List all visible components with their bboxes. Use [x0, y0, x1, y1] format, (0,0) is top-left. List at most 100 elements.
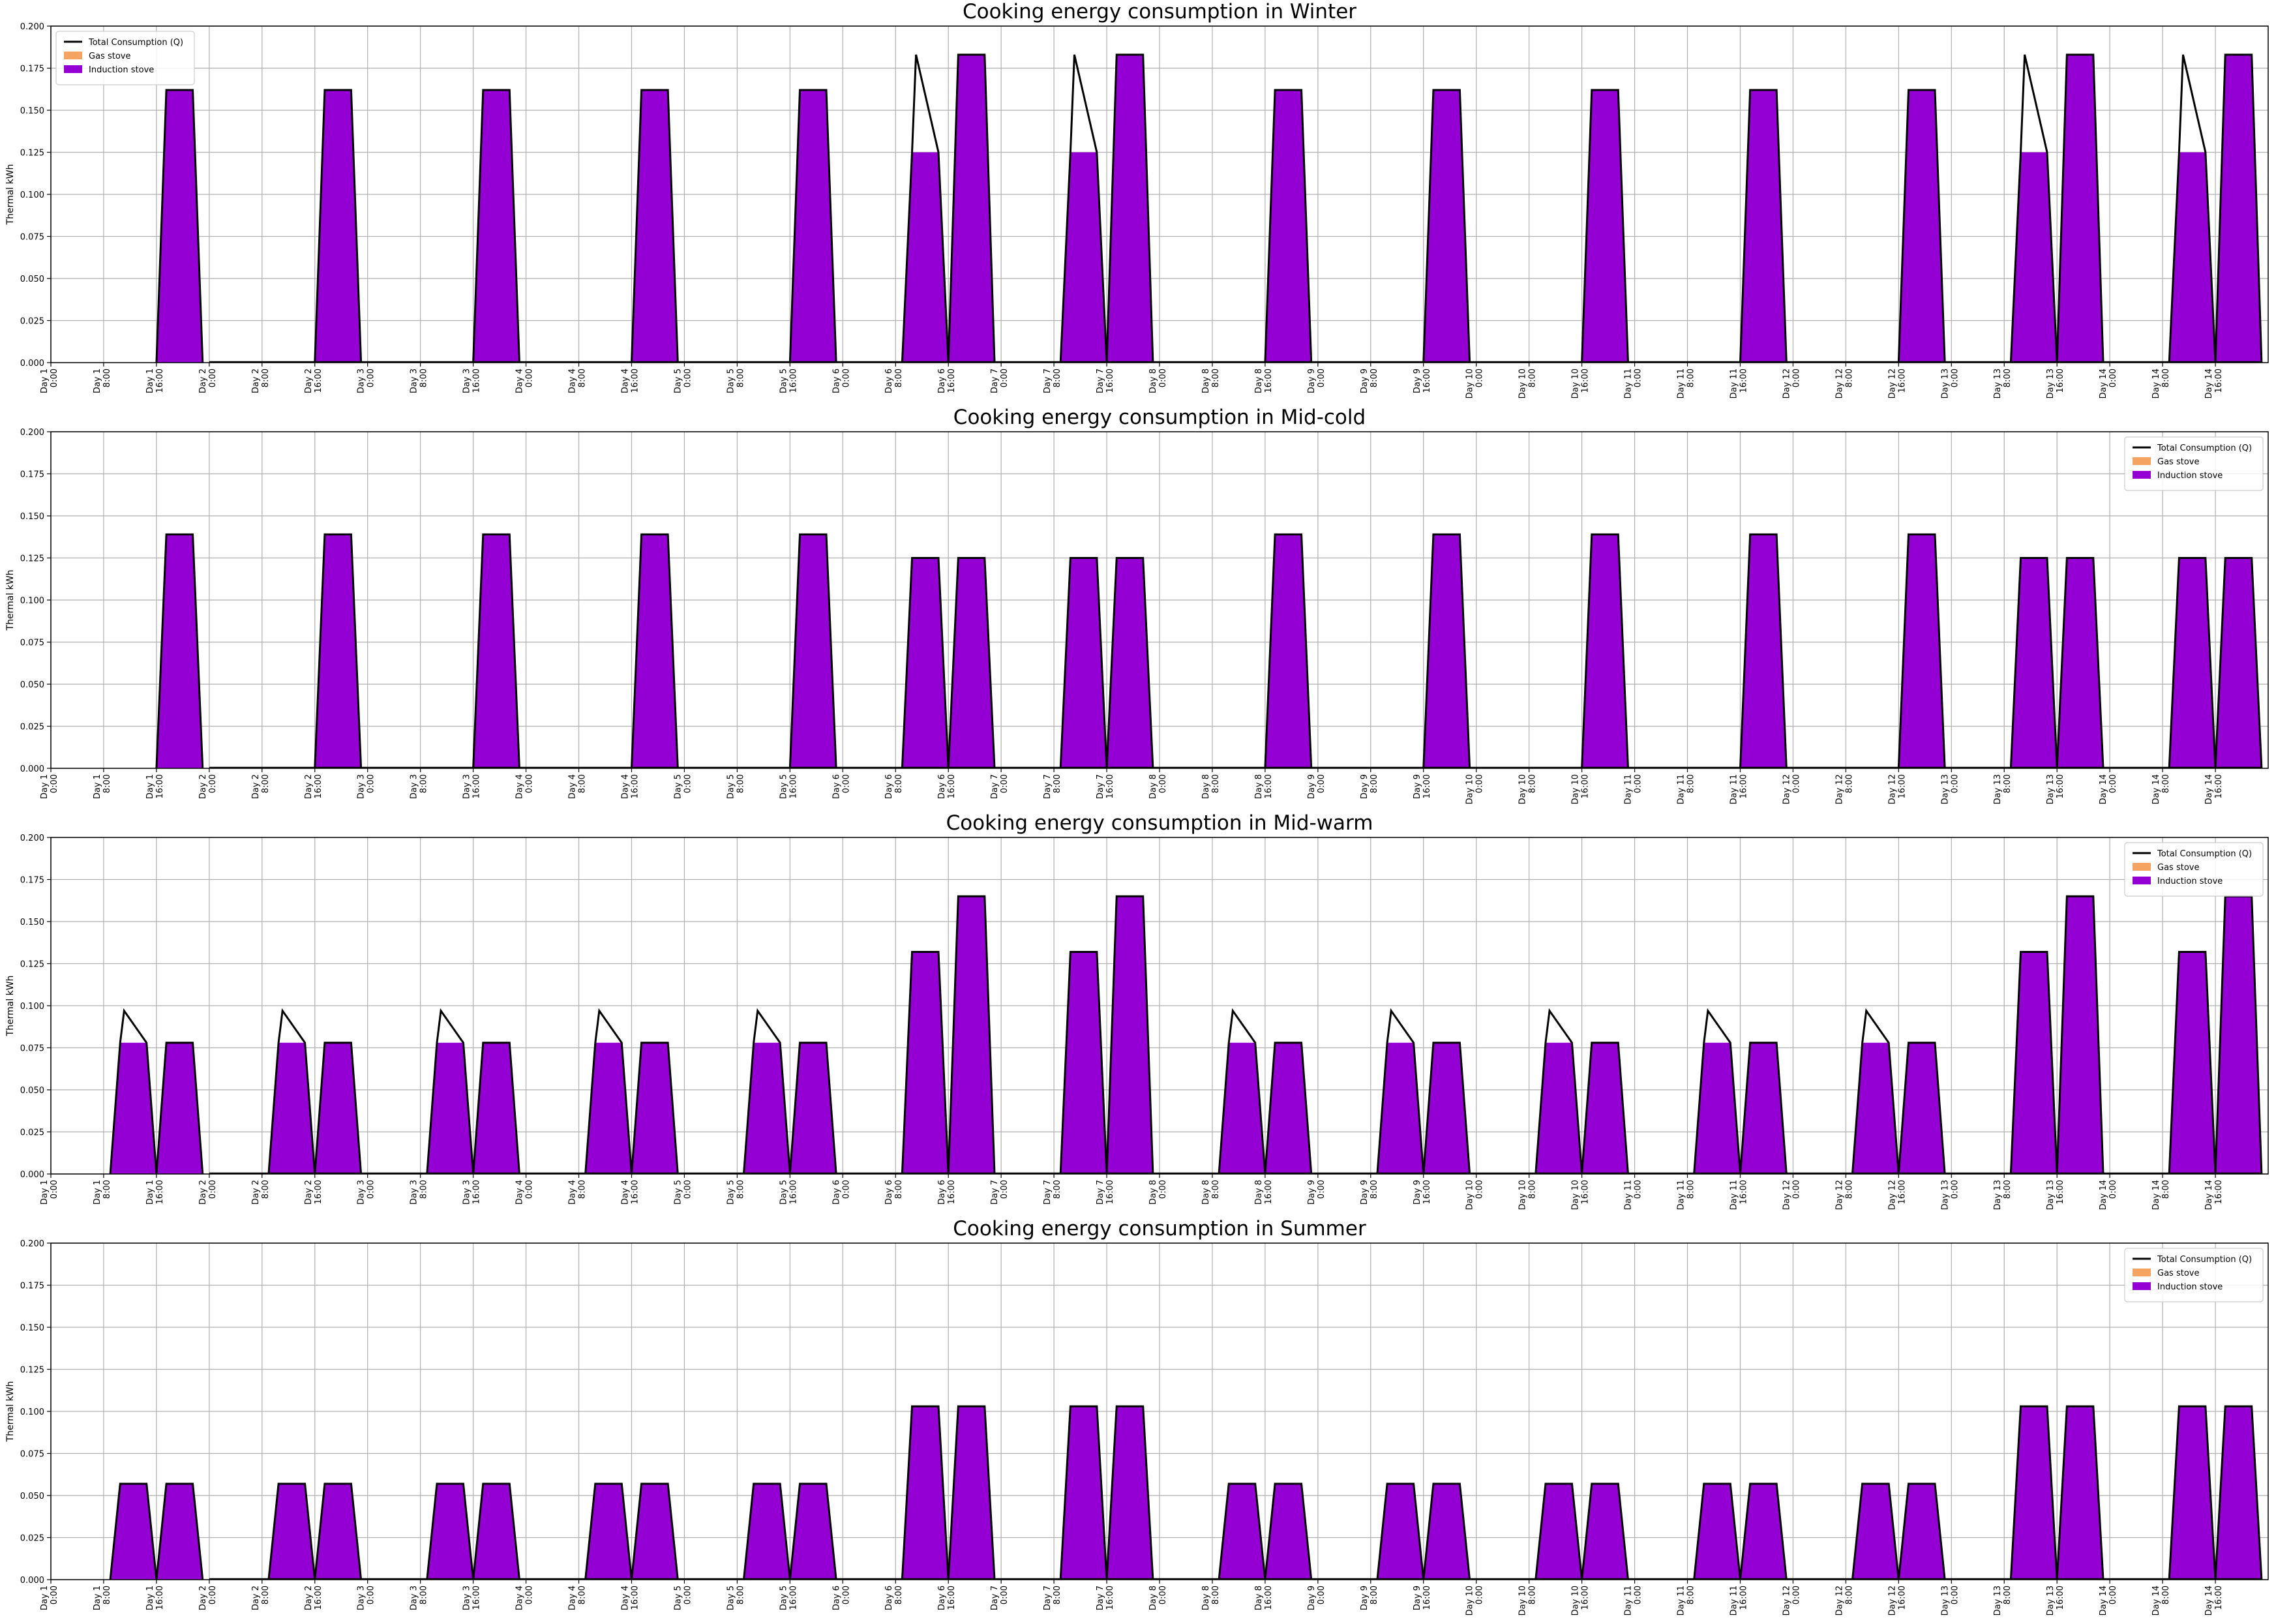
x-tick-label: Day 90:00 — [1307, 1180, 1326, 1205]
x-tick-label: Day 40:00 — [515, 1586, 535, 1610]
total-consumption-line — [947, 557, 996, 769]
x-tick-label: Day 78:00 — [1043, 368, 1062, 393]
induction-area — [585, 1042, 632, 1174]
induction-area — [1107, 1406, 1153, 1580]
x-tick-label: Day 816:00 — [1254, 774, 1274, 799]
legend-label: Gas stove — [2157, 863, 2199, 873]
total-consumption-line — [1105, 1405, 1154, 1580]
induction-area — [585, 1483, 632, 1580]
x-tick-label: Day 10:00 — [40, 1180, 59, 1205]
total-consumption-line — [109, 1008, 158, 1175]
x-tick-label: Day 60:00 — [831, 1180, 851, 1205]
x-tick-label: Day 80:00 — [1148, 774, 1168, 799]
x-tick-label: Day 128:00 — [1834, 368, 1854, 398]
induction-area — [473, 1042, 520, 1174]
x-tick-label: Day 48:00 — [568, 1586, 588, 1610]
x-tick-label: Day 38:00 — [410, 774, 429, 799]
x-tick-label: Day 516:00 — [779, 368, 798, 393]
x-tick-label: Day 138:00 — [1993, 774, 2013, 804]
x-tick-label: Day 30:00 — [357, 368, 376, 393]
x-tick-label: Day 1216:00 — [1887, 368, 1907, 398]
x-tick-label: Day 100:00 — [1465, 1180, 1485, 1210]
x-tick-label: Day 50:00 — [673, 1180, 693, 1205]
x-tick-label: Day 148:00 — [2151, 368, 2171, 398]
induction-area — [1423, 90, 1470, 363]
x-tick-label: Day 108:00 — [1518, 1586, 1538, 1616]
induction-area — [2057, 896, 2104, 1174]
x-tick-label: Day 110:00 — [1624, 368, 1643, 398]
x-tick-label: Day 1016:00 — [1571, 774, 1591, 804]
legend-label: Gas stove — [2157, 1269, 2199, 1278]
induction-area — [1898, 534, 1945, 768]
total-consumption-line — [788, 89, 837, 363]
x-tick-label: Day 18:00 — [93, 1180, 112, 1205]
legend-swatch-gas — [2133, 457, 2151, 465]
x-tick-label: Day 50:00 — [673, 774, 693, 799]
induction-area — [1060, 558, 1107, 768]
x-tick-label: Day 216:00 — [304, 774, 323, 799]
total-consumption-line — [2009, 54, 2058, 363]
total-consumption-line — [2009, 950, 2058, 1175]
total-consumption-line — [1105, 53, 1154, 363]
x-tick-label: Day 48:00 — [568, 774, 588, 799]
total-consumption-line — [1376, 1482, 1425, 1580]
x-tick-label: Day 60:00 — [831, 1586, 851, 1610]
induction-area — [2057, 54, 2104, 363]
total-consumption-line — [1059, 950, 1108, 1175]
induction-area — [473, 534, 520, 768]
total-consumption-line — [2214, 557, 2263, 769]
induction-area — [1060, 1406, 1107, 1580]
induction-area — [1740, 1483, 1787, 1580]
total-consumption-line — [947, 53, 996, 363]
x-tick-label: Day 68:00 — [884, 1180, 904, 1205]
x-tick-label: Day 118:00 — [1677, 1586, 1696, 1616]
total-consumption-line — [1105, 895, 1154, 1175]
x-tick-label: Day 88:00 — [1201, 1586, 1221, 1610]
induction-area — [1265, 1042, 1311, 1174]
total-consumption-line — [1897, 1042, 1946, 1175]
legend: Total Consumption (Q) Gas stove Induction … — [2124, 436, 2264, 491]
total-consumption-line — [2009, 1405, 2058, 1580]
y-tick-label: 0.100 — [20, 190, 44, 200]
total-consumption-line — [1535, 1482, 1583, 1580]
x-tick-label: Day 1416:00 — [2204, 774, 2224, 804]
y-tick-label: 0.025 — [20, 723, 44, 732]
x-tick-label: Day 70:00 — [990, 1180, 1010, 1205]
induction-area — [110, 1042, 157, 1174]
x-tick-label: Day 98:00 — [1360, 1586, 1379, 1610]
induction-area — [1423, 1042, 1470, 1174]
legend-swatch-gas — [64, 52, 82, 59]
x-tick-label: Day 90:00 — [1307, 774, 1326, 799]
y-tick-label: 0.025 — [20, 317, 44, 327]
total-consumption-line — [901, 950, 950, 1175]
x-tick-label: Day 98:00 — [1360, 774, 1379, 799]
x-tick-label: Day 78:00 — [1043, 774, 1062, 799]
total-consumption-line — [1581, 89, 1629, 363]
induction-area — [1581, 1042, 1628, 1174]
x-tick-label: Day 78:00 — [1043, 1180, 1062, 1205]
total-consumption-line — [1739, 533, 1788, 769]
induction-area — [156, 1483, 203, 1580]
y-tick-label: 0.050 — [20, 680, 44, 690]
induction-area — [1219, 1483, 1265, 1580]
induction-area — [1852, 1042, 1899, 1174]
x-tick-label: Day 88:00 — [1201, 368, 1221, 393]
induction-area — [2011, 952, 2058, 1174]
x-tick-label: Day 100:00 — [1465, 1586, 1485, 1616]
total-consumption-line — [901, 1405, 950, 1580]
x-tick-label: Day 816:00 — [1254, 1180, 1274, 1205]
x-tick-label: Day 120:00 — [1782, 774, 1801, 804]
x-tick-label: Day 10:00 — [40, 368, 59, 393]
legend-swatch-gas — [2133, 863, 2151, 871]
legend-label: Total Consumption (Q) — [88, 38, 183, 48]
induction-area — [902, 558, 949, 768]
y-tick-label: 0.200 — [20, 22, 44, 32]
x-tick-label: Day 130:00 — [1940, 1180, 1960, 1210]
total-consumption-line — [1422, 1042, 1471, 1175]
y-tick-label: 0.025 — [20, 1128, 44, 1138]
x-tick-label: Day 20:00 — [198, 774, 218, 799]
x-tick-label: Day 10:00 — [40, 1586, 59, 1610]
total-consumption-line — [630, 1482, 679, 1580]
x-tick-label: Day 148:00 — [2151, 774, 2171, 804]
total-consumption-line — [1422, 1482, 1471, 1580]
